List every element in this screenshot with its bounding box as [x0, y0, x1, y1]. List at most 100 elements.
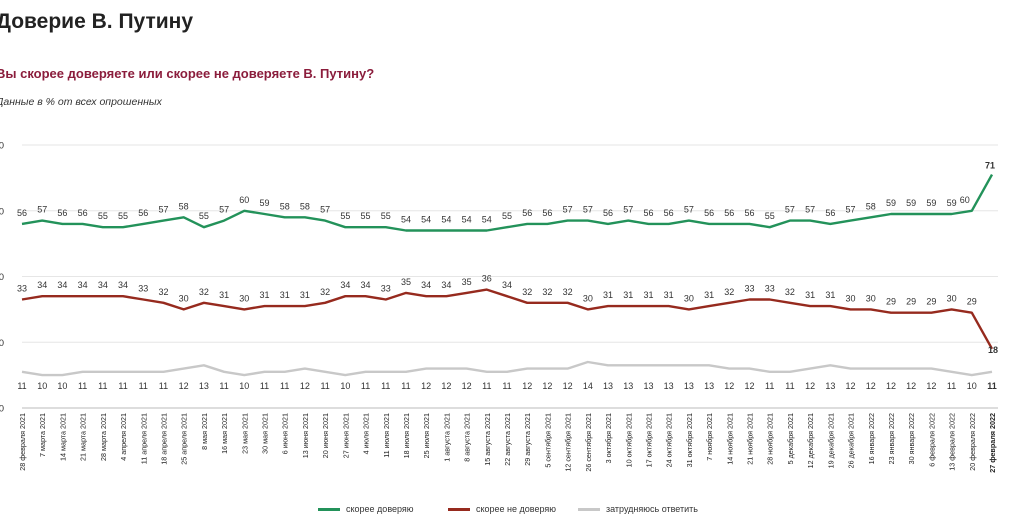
- x-tick-label: 18 июля 2021: [402, 413, 411, 458]
- data-label-trust: 54: [462, 214, 472, 224]
- x-tick-label: 7 ноября 2021: [705, 413, 714, 461]
- data-label-undecided: 11: [118, 381, 127, 391]
- data-label-undecided: 11: [280, 381, 289, 391]
- data-label-undecided: 12: [563, 381, 573, 391]
- x-tick-label: 23 мая 2021: [240, 413, 249, 454]
- data-label-trust: 57: [583, 205, 593, 215]
- x-tick-label: 26 сентября 2021: [584, 413, 593, 472]
- line-chart: 0 20 40 60 80 28 февраля 2021 7 марта 2021 14 м…: [0, 141, 998, 473]
- data-label-distrust: 32: [563, 287, 573, 297]
- data-label-trust: 56: [643, 208, 653, 218]
- x-tick-label: 28 февраля 2021: [18, 413, 27, 471]
- series-line-undecided: [21, 360, 993, 377]
- x-tick-label: 21 ноября 2021: [746, 413, 755, 465]
- data-label-undecided: 13: [825, 381, 835, 391]
- data-label-distrust: 31: [623, 290, 633, 300]
- data-label-undecided: 10: [57, 381, 67, 391]
- data-label-distrust: 32: [522, 287, 532, 297]
- data-label-trust: 55: [361, 211, 371, 221]
- data-label-distrust: 33: [744, 284, 754, 294]
- x-tick-label: 23 января 2022: [887, 413, 896, 464]
- x-tick-label: 7 марта 2021: [38, 413, 47, 457]
- y-tick-label: 80: [0, 141, 4, 152]
- data-label-distrust: 34: [340, 280, 350, 290]
- data-label-undecided: 11: [482, 381, 491, 391]
- x-tick-label: 6 февраля 2022: [927, 413, 936, 467]
- data-label-distrust: 34: [118, 280, 128, 290]
- legend-label-undecided: затрудняюсь ответить: [606, 504, 698, 514]
- data-label-distrust: 30: [846, 293, 856, 303]
- data-label-undecided: 12: [179, 381, 189, 391]
- data-label-undecided: 10: [37, 381, 47, 391]
- x-tick-label: 8 мая 2021: [200, 413, 209, 450]
- data-label-trust: 57: [219, 205, 229, 215]
- data-label-distrust: 31: [664, 290, 674, 300]
- legend-item-trust: скорее доверяю: [318, 504, 414, 514]
- legend-label-distrust: скорее не доверяю: [476, 504, 557, 514]
- data-label-distrust: 33: [138, 284, 148, 294]
- x-tick-label: 25 апреля 2021: [180, 413, 189, 465]
- data-label-undecided: 12: [441, 381, 451, 391]
- x-tick-label: 11 июля 2021: [382, 413, 391, 458]
- x-tick-label: 12 декабря 2021: [806, 413, 815, 468]
- legend-item-distrust: скорее не доверяю: [448, 504, 556, 514]
- x-tick-label: 31 октября 2021: [685, 413, 694, 467]
- data-label-trust: 56: [704, 208, 714, 218]
- data-label-undecided: 12: [462, 381, 472, 391]
- data-label-trust: 59: [926, 198, 936, 208]
- x-tick-label: 24 октября 2021: [665, 413, 674, 467]
- data-label-undecided: 11: [260, 381, 269, 391]
- data-label-undecided: 11: [987, 381, 997, 391]
- data-label-undecided: 13: [199, 381, 209, 391]
- data-label-distrust: 18: [988, 345, 998, 355]
- data-label-distrust: 34: [421, 280, 431, 290]
- data-label-undecided: 12: [866, 381, 876, 391]
- data-label-distrust: 34: [441, 280, 451, 290]
- data-label-trust: 54: [421, 214, 431, 224]
- data-label-trust: 56: [78, 208, 88, 218]
- data-label-undecided: 12: [886, 381, 896, 391]
- data-label-distrust: 31: [805, 290, 815, 300]
- x-tick-label: 5 сентября 2021: [543, 413, 552, 468]
- data-label-undecided: 11: [78, 381, 87, 391]
- x-tick-label: 10 октября 2021: [624, 413, 633, 467]
- legend-swatch-trust: [318, 507, 340, 511]
- data-label-undecided: 12: [522, 381, 532, 391]
- x-tick-label: 30 мая 2021: [261, 413, 270, 454]
- data-label-trust: 58: [280, 201, 290, 211]
- data-label-undecided: 11: [765, 381, 774, 391]
- data-label-distrust: 32: [542, 287, 552, 297]
- x-tick-label: 4 апреля 2021: [119, 413, 128, 461]
- x-tick-label: 13 июня 2021: [301, 413, 310, 458]
- data-label-distrust: 34: [98, 280, 108, 290]
- x-tick-label: 1 августа 2021: [442, 413, 451, 462]
- data-label-trust: 55: [98, 211, 108, 221]
- data-label-undecided: 10: [967, 381, 977, 391]
- legend: скорее доверяю скорее не доверяю затрудн…: [0, 504, 1024, 520]
- data-label-undecided: 13: [623, 381, 633, 391]
- data-label-distrust: 34: [78, 280, 88, 290]
- series-line-trust: [21, 174, 994, 232]
- data-label-trust: 60: [960, 195, 970, 205]
- data-label-undecided: 12: [421, 381, 431, 391]
- data-label-undecided: 11: [361, 381, 370, 391]
- data-label-distrust: 31: [259, 290, 269, 300]
- data-label-distrust: 31: [704, 290, 714, 300]
- x-tick-label: 19 декабря 2021: [826, 413, 835, 468]
- data-label-trust: 60: [239, 195, 249, 205]
- x-tick-label: 22 августа 2021: [503, 413, 512, 466]
- data-label-trust: 55: [340, 211, 350, 221]
- data-label-distrust: 32: [785, 287, 795, 297]
- x-tick-label: 16 января 2022: [867, 413, 876, 464]
- data-label-trust: 55: [381, 211, 391, 221]
- data-label-trust: 57: [320, 205, 330, 215]
- data-label-trust: 57: [563, 205, 573, 215]
- data-label-trust: 57: [37, 205, 47, 215]
- x-tick-label: 20 февраля 2022: [968, 413, 977, 471]
- legend-item-undecided: затрудняюсь ответить: [578, 504, 698, 514]
- data-label-distrust: 33: [381, 284, 391, 294]
- x-tick-label: 16 мая 2021: [220, 413, 229, 454]
- data-label-trust: 54: [401, 214, 411, 224]
- data-label-distrust: 36: [482, 274, 492, 284]
- data-label-distrust: 35: [462, 277, 472, 287]
